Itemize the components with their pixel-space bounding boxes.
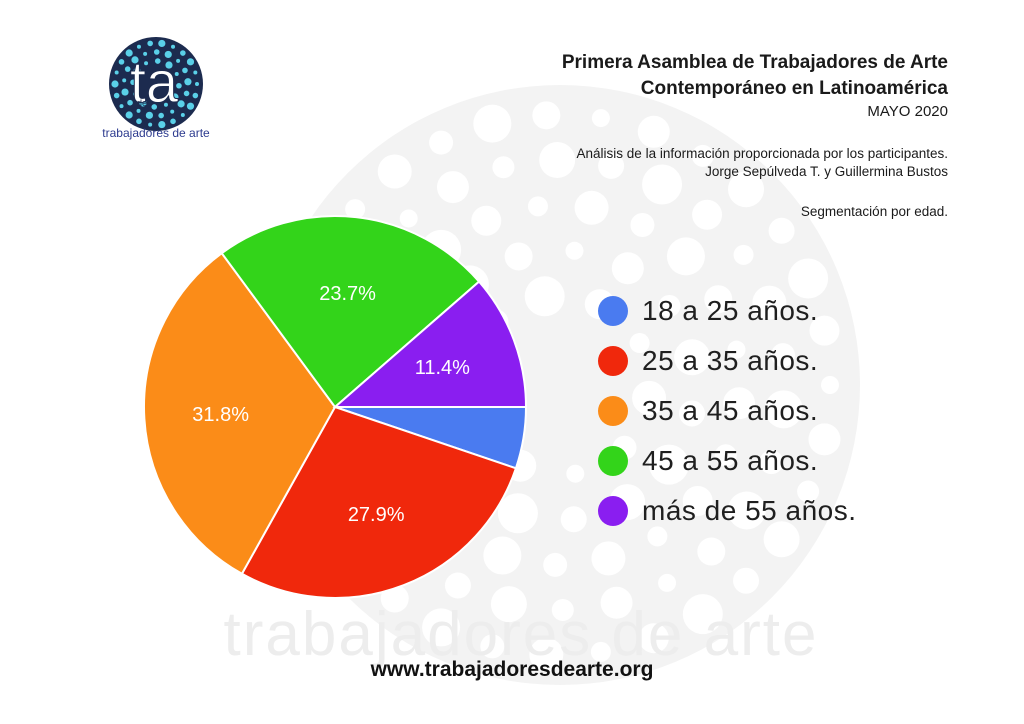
- legend-swatch-3: [598, 446, 628, 476]
- analysis-line-1: Análisis de la información proporcionada…: [576, 146, 948, 161]
- legend: 18 a 25 años. 25 a 35 años. 35 a 45 años. 4…: [598, 286, 857, 536]
- logo-dots: [111, 39, 199, 129]
- legend-item-1: 25 a 35 años.: [598, 336, 857, 386]
- logo-mark: ta: [130, 50, 179, 115]
- legend-swatch-4: [598, 496, 628, 526]
- segment-label: Segmentación por edad.: [800, 204, 948, 219]
- pie-slice-1: [240, 405, 518, 599]
- legend-item-4: más de 55 años.: [598, 486, 857, 536]
- date-label: MAYO 2020: [867, 103, 948, 120]
- pie-slice-4: [332, 280, 528, 408]
- legend-label-2: 35 a 45 años.: [642, 395, 819, 426]
- pie-slice-3: [220, 215, 481, 409]
- legend-item-0: 18 a 25 años.: [598, 286, 857, 336]
- logo-small-text: de: [137, 98, 147, 108]
- pie-data-label-1: 27.9%: [348, 504, 405, 526]
- pie-data-label-3: 23.7%: [319, 283, 376, 305]
- legend-swatch-2: [598, 396, 628, 426]
- logo-caption: trabajadores de arte: [102, 126, 210, 140]
- pie-chart: 27.9% 31.8% 23.7% 11.4%: [143, 215, 528, 599]
- legend-label-1: 25 a 35 años.: [642, 345, 819, 376]
- pie-data-label-2: 31.8%: [192, 404, 249, 426]
- legend-label-0: 18 a 25 años.: [642, 295, 819, 326]
- title-line-2: Contemporáneo en Latinoamérica: [640, 78, 948, 99]
- legend-label-3: 45 a 55 años.: [642, 445, 819, 476]
- logo: ta de: [109, 37, 203, 131]
- pie-slice-2: [143, 251, 337, 576]
- legend-label-4: más de 55 años.: [642, 495, 857, 526]
- footer-url: www.trabajadoresdearte.org: [370, 658, 654, 681]
- legend-item-2: 35 a 45 años.: [598, 386, 857, 436]
- analysis-line-2: Jorge Sepúlveda T. y Guillermina Bustos: [705, 164, 948, 179]
- watermark-text: trabajadores de arte: [224, 600, 819, 669]
- legend-swatch-1: [598, 346, 628, 376]
- pie-data-label-4: 11.4%: [415, 357, 470, 379]
- legend-item-3: 45 a 55 años.: [598, 436, 857, 486]
- title-line-1: Primera Asamblea de Trabajadores de Arte: [561, 52, 948, 73]
- legend-swatch-0: [598, 296, 628, 326]
